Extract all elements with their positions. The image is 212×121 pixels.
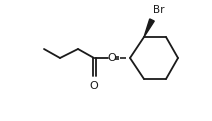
Text: O: O <box>90 81 98 91</box>
Text: O: O <box>108 53 116 63</box>
Polygon shape <box>144 19 154 37</box>
Text: Br: Br <box>153 5 165 15</box>
